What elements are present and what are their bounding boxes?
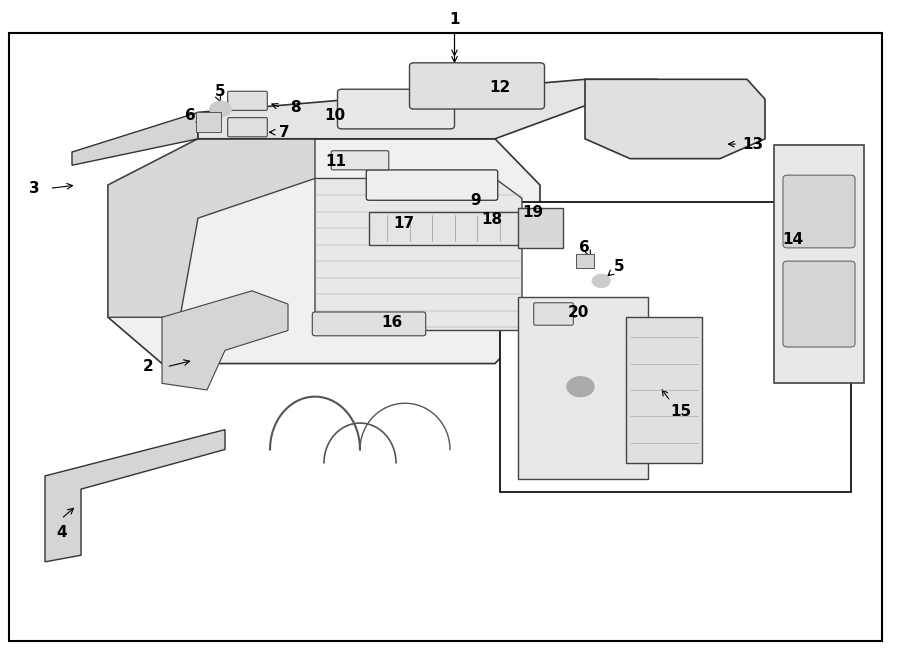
Polygon shape — [196, 112, 220, 132]
Text: 10: 10 — [324, 108, 346, 123]
Polygon shape — [576, 254, 594, 268]
Circle shape — [210, 101, 231, 117]
Text: 20: 20 — [568, 305, 590, 320]
Text: 8: 8 — [290, 100, 301, 115]
Polygon shape — [585, 79, 765, 159]
FancyBboxPatch shape — [783, 175, 855, 248]
Polygon shape — [626, 317, 702, 463]
FancyBboxPatch shape — [338, 89, 454, 129]
Text: 2: 2 — [143, 360, 154, 374]
Polygon shape — [518, 297, 648, 479]
Text: 9: 9 — [470, 194, 481, 208]
FancyBboxPatch shape — [783, 261, 855, 347]
FancyBboxPatch shape — [312, 312, 426, 336]
Polygon shape — [198, 79, 657, 139]
Text: 1: 1 — [449, 13, 460, 27]
Polygon shape — [369, 212, 522, 245]
FancyBboxPatch shape — [410, 63, 544, 109]
Text: 17: 17 — [393, 216, 415, 231]
FancyBboxPatch shape — [228, 118, 267, 137]
FancyBboxPatch shape — [534, 303, 573, 325]
Circle shape — [592, 274, 610, 288]
Text: 6: 6 — [579, 241, 590, 255]
Polygon shape — [774, 145, 864, 383]
Text: 14: 14 — [782, 232, 804, 247]
FancyBboxPatch shape — [366, 170, 498, 200]
Polygon shape — [72, 112, 198, 165]
Polygon shape — [108, 139, 315, 317]
Polygon shape — [108, 139, 540, 364]
FancyBboxPatch shape — [331, 151, 389, 170]
Text: 19: 19 — [522, 206, 544, 220]
Polygon shape — [45, 430, 225, 562]
Polygon shape — [162, 291, 288, 390]
Text: 16: 16 — [382, 315, 403, 330]
FancyBboxPatch shape — [228, 91, 267, 110]
Text: 4: 4 — [56, 525, 67, 539]
Text: 13: 13 — [742, 137, 763, 151]
Polygon shape — [518, 208, 562, 248]
Text: 15: 15 — [670, 405, 692, 419]
Polygon shape — [315, 178, 522, 330]
Text: 12: 12 — [490, 80, 511, 95]
Text: 6: 6 — [185, 108, 196, 123]
Text: 3: 3 — [29, 181, 40, 196]
Circle shape — [567, 377, 594, 397]
Text: 5: 5 — [614, 259, 625, 274]
Text: 7: 7 — [279, 125, 290, 139]
Text: 11: 11 — [325, 155, 346, 169]
Text: 5: 5 — [215, 84, 226, 98]
Text: 18: 18 — [482, 212, 503, 227]
Bar — [500, 202, 850, 492]
